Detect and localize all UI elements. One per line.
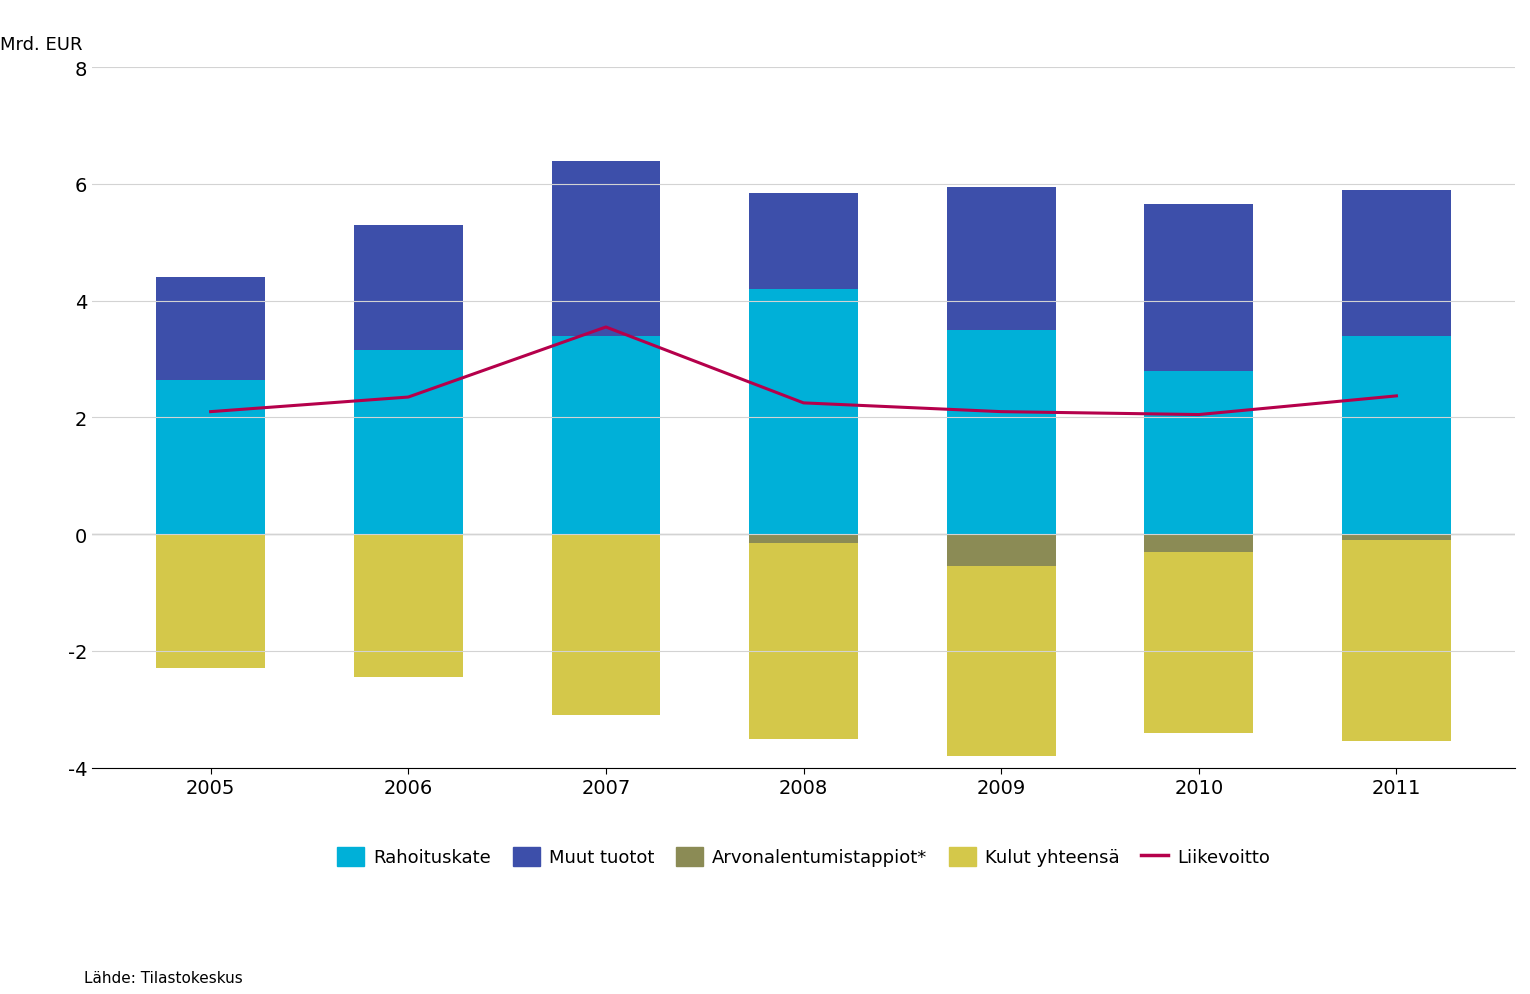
Bar — [353, 226, 462, 351]
Text: Lähde: Tilastokeskus: Lähde: Tilastokeskus — [84, 970, 243, 985]
Bar — [947, 331, 1056, 535]
Bar — [947, 535, 1056, 567]
Bar — [551, 161, 661, 336]
Bar — [1342, 191, 1450, 336]
Bar — [156, 535, 265, 669]
Bar — [1144, 205, 1253, 372]
Bar — [750, 535, 858, 544]
Legend: Rahoituskate, Muut tuotot, Arvonalentumistappiot*, Kulut yhteensä, Liikevoitto: Rahoituskate, Muut tuotot, Arvonalentumi… — [330, 840, 1278, 874]
Bar — [1144, 553, 1253, 733]
Bar — [156, 278, 265, 380]
Bar — [750, 544, 858, 739]
Bar — [947, 188, 1056, 331]
Bar — [353, 535, 462, 678]
Bar — [750, 194, 858, 290]
Bar — [1144, 372, 1253, 535]
Bar — [551, 336, 661, 535]
Bar — [947, 567, 1056, 756]
Text: Mrd. EUR: Mrd. EUR — [0, 36, 83, 54]
Bar — [1342, 535, 1450, 541]
Bar — [1144, 535, 1253, 553]
Bar — [750, 290, 858, 535]
Bar — [1342, 336, 1450, 535]
Bar — [156, 380, 265, 535]
Bar — [353, 351, 462, 535]
Bar — [1342, 541, 1450, 742]
Bar — [551, 535, 661, 716]
